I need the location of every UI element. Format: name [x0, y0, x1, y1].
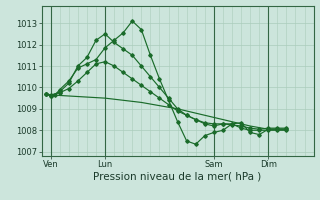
X-axis label: Pression niveau de la mer( hPa ): Pression niveau de la mer( hPa ) [93, 172, 262, 182]
